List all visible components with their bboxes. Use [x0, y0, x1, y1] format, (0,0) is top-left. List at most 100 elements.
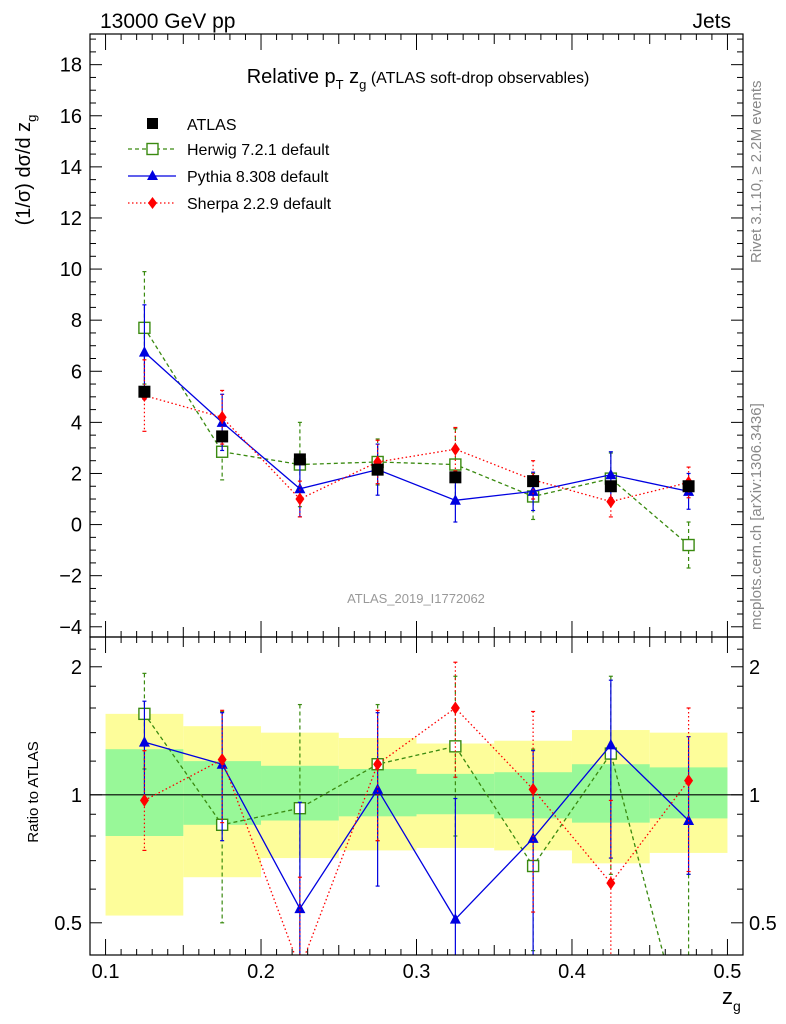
legend-marker-pythia — [147, 170, 158, 180]
legend-item-sherpa: Sherpa 2.2.9 default — [128, 196, 332, 213]
main-point-herwig-7 — [682, 538, 695, 552]
y-axis-label-main: (1/σ) dσ/d zg — [13, 115, 39, 226]
watermark: ATLAS_2019_I1772062 — [347, 591, 485, 606]
main-point-sherpa-6 — [606, 495, 616, 509]
main-point-atlas-2 — [293, 453, 306, 466]
main-errorbar-sherpa-0 — [142, 359, 147, 432]
ratio-ytick-label-right: 1 — [749, 785, 760, 807]
ratio-errorbar-sherpa-3 — [375, 709, 380, 842]
main-ytick-label: 2 — [71, 463, 82, 485]
main-point-pythia-4 — [449, 494, 461, 505]
side-text-site: mcplots.cern.ch [arXiv:1306.3436] — [748, 403, 765, 630]
ratio-errorbar-herwig-2 — [297, 703, 302, 955]
ratio-point-sherpa-3 — [373, 757, 383, 771]
ratio-errorbar-sherpa-7 — [686, 707, 691, 873]
ratio-errorbar-sherpa-2 — [297, 876, 302, 955]
ratio-errorbar-pythia-6 — [608, 679, 613, 859]
ratio-point-pythia-5 — [527, 832, 539, 843]
main-point-pythia-6 — [605, 468, 617, 480]
ratio-line-pythia — [144, 741, 690, 921]
side-text-rivet: Rivet 3.1.10, ≥ 2.2M events — [748, 81, 765, 264]
main-ytick-label: 10 — [60, 259, 82, 281]
y-axis-label-ratio: Ratio to ATLAS — [25, 741, 42, 842]
ratio-errorbar-sherpa-0 — [142, 750, 147, 851]
legend: ATLAS Herwig 7.2.1 default Pythia 8.308 … — [128, 117, 332, 213]
ratio-errorbar-sherpa-1 — [220, 709, 225, 824]
legend-label-atlas: ATLAS — [187, 117, 237, 134]
ratio-ytick-label-right: 2 — [749, 657, 760, 679]
ratio-point-sherpa-4 — [450, 701, 460, 715]
ratio-ytick-label-left: 2 — [71, 657, 82, 679]
main-ytick-label: 16 — [60, 106, 82, 128]
main-point-pythia-2 — [294, 482, 306, 494]
ratio-xtick-label: 0.1 — [92, 961, 120, 983]
legend-label-pythia: Pythia 8.308 default — [187, 169, 329, 186]
ratio-ytick-label-left: 0.5 — [54, 913, 82, 935]
legend-item-atlas: ATLAS — [147, 117, 237, 134]
ratio-point-sherpa-7 — [684, 774, 694, 788]
ratio-point-pythia-6 — [605, 738, 617, 750]
main-point-sherpa-2 — [295, 492, 305, 506]
main-ytick-label: 18 — [60, 55, 82, 77]
main-ytick-label: 6 — [71, 361, 82, 383]
ratio-xtick-label: 0.4 — [558, 961, 586, 983]
main-line-pythia — [143, 351, 689, 501]
main-series-atlas — [138, 385, 695, 493]
ratio-point-sherpa-1 — [217, 753, 227, 767]
main-point-atlas-1 — [216, 430, 229, 443]
main-errorbar-sherpa-2 — [297, 480, 302, 518]
main-point-pythia-0 — [138, 346, 150, 357]
main-point-pythia-5 — [527, 485, 539, 496]
legend-marker-sherpa — [148, 197, 157, 209]
main-errorbar-sherpa-3 — [375, 439, 380, 485]
main-plot-data — [138, 271, 695, 569]
ratio-point-pythia-3 — [372, 783, 384, 794]
main-point-atlas-7 — [682, 480, 695, 493]
legend-marker-atlas — [147, 118, 158, 129]
legend-item-pythia: Pythia 8.308 default — [128, 169, 329, 186]
ratio-series-sherpa — [139, 661, 694, 955]
legend-label-herwig: Herwig 7.2.1 default — [187, 142, 330, 159]
x-axis-label: zg — [722, 984, 741, 1014]
legend-marker-herwig — [146, 142, 159, 156]
main-line-sherpa — [144, 394, 689, 503]
legend-label-sherpa: Sherpa 2.2.9 default — [187, 196, 332, 213]
main-ytick-label: 14 — [60, 157, 82, 179]
main-ytick-label: 8 — [71, 310, 82, 332]
main-ytick-label: 12 — [60, 208, 82, 230]
main-errorbar-sherpa-4 — [453, 426, 458, 472]
main-point-atlas-3 — [371, 463, 384, 476]
main-point-atlas-0 — [138, 385, 151, 398]
main-point-atlas-5 — [527, 475, 540, 488]
ratio-series-group — [138, 661, 695, 955]
ratio-errorbar-herwig-7 — [686, 873, 691, 955]
legend-item-herwig: Herwig 7.2.1 default — [128, 142, 330, 159]
ratio-point-pythia-4 — [449, 913, 461, 924]
main-point-sherpa-4 — [450, 442, 460, 456]
ratio-point-pythia-7 — [683, 814, 695, 826]
main-errorbar-sherpa-7 — [686, 466, 691, 499]
main-point-atlas-6 — [604, 480, 617, 493]
ratio-point-sherpa-6 — [606, 876, 616, 890]
ratio-errorbar-sherpa-4 — [453, 661, 458, 778]
ratio-ytick-label-left: 1 — [71, 785, 82, 807]
ratio-line-herwig — [143, 713, 665, 955]
ratio-point-pythia-0 — [138, 736, 150, 747]
ratio-xtick-label: 0.5 — [714, 961, 742, 983]
ratio-errorbar-pythia-4 — [453, 797, 458, 955]
ratio-line-sherpa — [144, 707, 690, 955]
ratio-errorbar-sherpa-5 — [531, 710, 536, 913]
main-point-atlas-4 — [449, 471, 462, 484]
ratio-point-sherpa-5 — [528, 782, 538, 796]
header-right: Jets — [692, 10, 731, 33]
main-errorbar-sherpa-5 — [531, 460, 536, 500]
ratio-point-sherpa-0 — [139, 793, 149, 807]
main-ytick-label: 0 — [71, 515, 82, 537]
plot-title: Relative pT zg (ATLAS soft-drop observab… — [247, 66, 590, 92]
ratio-xtick-label: 0.2 — [247, 961, 275, 983]
ratio-plot-data — [138, 661, 695, 955]
header-left: 13000 GeV pp — [100, 10, 235, 33]
ratio-ytick-label-right: 0.5 — [749, 913, 777, 935]
